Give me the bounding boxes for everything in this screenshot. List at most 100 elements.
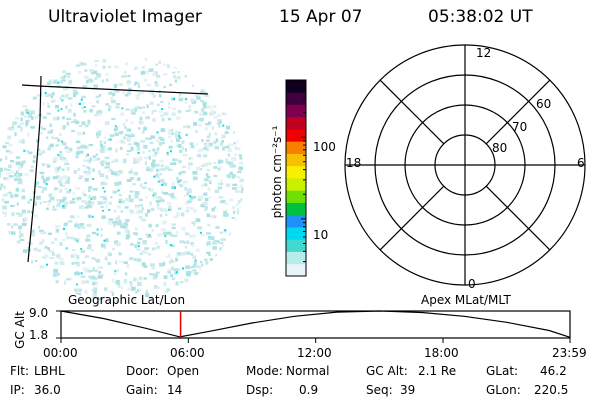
uv-pixel (137, 85, 141, 88)
uv-pixel (206, 232, 211, 235)
uv-pixel (95, 259, 101, 263)
uv-pixel (130, 121, 134, 124)
uv-pixel (148, 155, 151, 160)
uv-pixel (215, 254, 219, 258)
uv-pixel (162, 167, 167, 172)
uv-pixel (191, 221, 196, 224)
uv-pixel (87, 159, 91, 163)
uv-pixel (128, 194, 131, 199)
uv-pixel (184, 75, 187, 78)
uv-pixel (132, 183, 137, 186)
uv-pixel (171, 132, 175, 136)
uv-pixel-bright (91, 215, 94, 218)
uv-pixel (142, 130, 145, 133)
uv-pixel-bright (178, 134, 180, 137)
uv-pixel (21, 138, 25, 142)
uv-pixel (0, 170, 1, 175)
uv-pixel-bright (222, 124, 225, 127)
uv-pixel (115, 106, 120, 109)
uv-pixel (151, 228, 154, 233)
uv-pixel (138, 288, 142, 291)
uv-pixel (67, 108, 72, 113)
uv-pixel (236, 147, 242, 151)
polar-diagonal (485, 185, 551, 251)
uv-pixel (21, 209, 26, 214)
uv-pixel (241, 187, 244, 191)
uv-pixel (52, 159, 56, 162)
uv-pixel (155, 271, 160, 274)
gc-alt-value: 2.1 Re (418, 364, 457, 378)
uv-pixel (202, 91, 207, 94)
uv-pixel (206, 241, 211, 245)
uv-pixel (232, 183, 238, 186)
uv-pixel (171, 226, 176, 230)
uv-pixel (186, 188, 192, 192)
uv-pixel (225, 209, 228, 213)
uv-pixel (89, 157, 92, 162)
uv-pixel (96, 100, 99, 104)
uv-pixel (120, 225, 125, 229)
uv-pixel (58, 154, 63, 158)
uv-pixel (87, 122, 91, 126)
uv-pixel (178, 110, 181, 114)
uv-pixel (99, 161, 105, 165)
uv-pixel (218, 182, 224, 186)
uv-pixel (143, 127, 148, 131)
uv-pixel (216, 122, 221, 125)
uv-pixel (21, 222, 27, 227)
uv-pixel (55, 228, 60, 233)
flt-value: LBHL (34, 364, 65, 378)
uv-pixel (120, 200, 126, 203)
uv-pixel (179, 150, 183, 153)
uv-pixel (109, 134, 115, 137)
uv-pixel (218, 125, 221, 128)
uv-pixel (105, 103, 109, 106)
uv-pixel-bright (169, 244, 172, 246)
uv-pixel (6, 223, 11, 226)
uv-pixel (146, 168, 151, 171)
uv-pixel (239, 155, 244, 160)
uv-pixel (70, 277, 73, 281)
uv-pixel (95, 153, 99, 156)
uv-pixel (159, 262, 164, 267)
uv-pixel (204, 197, 209, 202)
polar-diagonal (379, 185, 445, 251)
uv-pixel (45, 163, 49, 166)
uv-pixel (172, 162, 177, 166)
uv-pixel (206, 149, 209, 152)
uv-pixel (185, 251, 188, 255)
uv-pixel (148, 223, 152, 228)
uv-pixel (14, 178, 19, 182)
uv-pixel (149, 201, 152, 206)
uv-pixel (65, 236, 71, 240)
uv-pixel (17, 180, 23, 185)
uv-pixel (37, 225, 40, 229)
uv-pixel-bright (184, 98, 187, 100)
uv-pixel (228, 176, 232, 179)
uv-pixel (87, 214, 91, 219)
uv-pixel (132, 161, 136, 164)
uv-pixel (101, 145, 106, 150)
uv-pixel (130, 133, 134, 136)
uv-pixel (65, 105, 68, 109)
uv-pixel (3, 177, 8, 180)
uv-pixel (156, 151, 160, 154)
seq-label: Seq: (366, 383, 393, 397)
uv-pixel (31, 260, 34, 264)
uv-pixel (104, 287, 108, 292)
uv-pixel (62, 141, 65, 146)
uv-pixel (134, 205, 140, 209)
uv-pixel (112, 278, 115, 283)
uv-pixel (139, 183, 143, 188)
uv-pixel (84, 255, 90, 258)
uv-pixel (68, 80, 73, 83)
uv-pixel (75, 187, 80, 190)
uv-pixel (238, 211, 244, 215)
uv-pixel (24, 108, 29, 112)
uv-pixel (173, 66, 178, 69)
uv-pixel (122, 122, 126, 127)
uv-pixel (198, 123, 203, 127)
uv-pixel (103, 244, 106, 249)
uv-pixel (200, 108, 205, 112)
uv-pixel (47, 112, 51, 115)
